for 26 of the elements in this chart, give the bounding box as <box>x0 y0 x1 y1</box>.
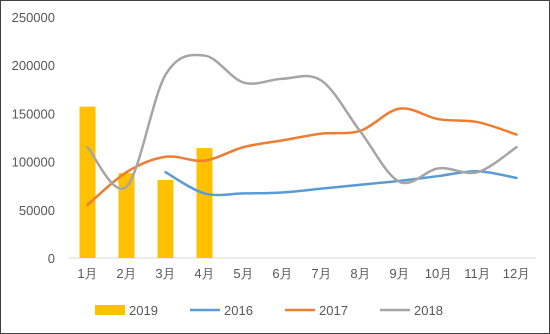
x-tick-label: 1月 <box>77 266 98 281</box>
legend-label: 2017 <box>319 303 348 318</box>
bar <box>196 148 212 258</box>
x-tick-label: 12月 <box>502 266 530 281</box>
x-tick-label: 8月 <box>350 266 371 281</box>
bar <box>158 180 174 258</box>
bar <box>80 106 96 258</box>
x-tick-label: 9月 <box>389 266 410 281</box>
y-tick-label: 250000 <box>12 10 55 25</box>
legend-label: 2018 <box>414 303 443 318</box>
x-tick-label: 3月 <box>155 266 176 281</box>
y-tick-label: 100000 <box>12 154 55 170</box>
bar <box>118 173 134 258</box>
x-tick-label: 10月 <box>424 266 452 281</box>
y-tick-label: 0 <box>48 251 55 266</box>
x-tick-label: 6月 <box>272 266 293 281</box>
y-tick-label: 50000 <box>18 202 55 218</box>
x-tick-label: 4月 <box>194 266 215 281</box>
x-tick-label: 2月 <box>116 266 137 281</box>
y-tick-label: 150000 <box>12 106 55 122</box>
legend-label: 2019 <box>129 303 158 318</box>
x-tick-label: 11月 <box>464 266 491 281</box>
y-tick-label: 200000 <box>12 58 55 74</box>
legend-label: 2016 <box>224 303 253 318</box>
x-tick-label: 7月 <box>311 266 332 281</box>
x-tick-label: 5月 <box>233 266 254 281</box>
